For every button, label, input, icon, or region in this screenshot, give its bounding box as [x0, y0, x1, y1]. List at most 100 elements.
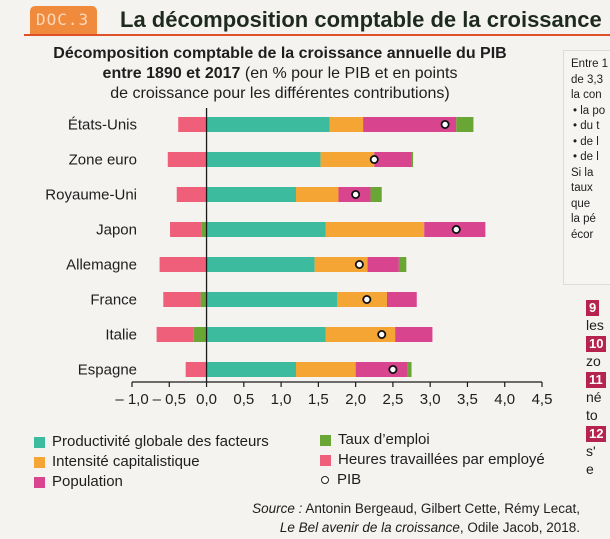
chart-title-line-1: Décomposition comptable de la croissance… — [53, 45, 507, 62]
bar-segment-population — [363, 117, 457, 132]
side-text-line: la pé — [571, 213, 596, 225]
legend-label-population: Population — [52, 473, 123, 490]
legend-label-productivite: Productivité globale des facteurs — [52, 433, 269, 450]
doc-title: La décomposition comptable de la croissa… — [120, 7, 602, 32]
category-label: Japon — [96, 222, 137, 239]
x-tick-label: 2,0 — [345, 391, 366, 408]
side-text-line: que — [571, 197, 591, 210]
pib-marker — [369, 155, 379, 165]
question-badge: 9 — [586, 300, 600, 316]
legend-label-pib: PIB — [337, 471, 362, 488]
bar-segment-population — [355, 362, 408, 377]
bar-segment-productivite — [206, 222, 326, 237]
category-label: Zone euro — [69, 152, 137, 169]
legend-item-productivite: Productivité globale des facteurs — [34, 432, 269, 452]
question-number: 9 — [586, 298, 610, 316]
pib-marker-icon — [321, 476, 329, 484]
doc-header: DOC.3 La décomposition comptable de la c… — [24, 4, 610, 36]
bar-segment-heures — [170, 222, 202, 237]
side-text-box: Entre 1 de 3,3 la con • la po • du t • de l • … — [563, 50, 610, 285]
question-text: zo — [586, 353, 601, 369]
bar-segment-population — [395, 327, 433, 342]
category-label: France — [90, 292, 137, 309]
x-tick-label: 1,0 — [271, 391, 292, 408]
question-text: les — [586, 317, 604, 333]
bar-segment-heures — [167, 152, 207, 167]
legend-item-taux-emploi: Taux d’emploi — [320, 430, 430, 450]
x-tick-label: 2,5 — [382, 391, 403, 408]
legend-label-heures: Heures travaillées par employé — [338, 451, 545, 468]
chart-title: Décomposition comptable de la croissance… — [20, 44, 540, 104]
question-number: 11 — [586, 370, 610, 388]
bar-segment-intensite — [325, 327, 396, 342]
source-publisher: , Odile Jacob, 2018. — [459, 520, 580, 535]
pib-marker — [388, 364, 398, 374]
side-text-line: Entre 1 — [571, 58, 609, 70]
questions-list: 9 les 10 zo 11 né to 12 s' e — [586, 298, 610, 478]
bar-segment-heures — [156, 327, 194, 342]
bar-segment-intensite — [320, 152, 375, 167]
x-tick-label: – 0,5 — [153, 391, 186, 408]
bar-segment-heures — [178, 117, 207, 132]
pib-marker — [362, 294, 372, 304]
side-text-line: • de l — [573, 135, 599, 148]
x-tick-label: 4,5 — [532, 391, 553, 408]
side-text-line: de 3,3 — [571, 73, 603, 86]
side-text-line: écor — [571, 228, 594, 241]
category-label: Allemagne — [66, 257, 137, 274]
x-tick-label: 3,0 — [420, 391, 441, 408]
pib-marker — [354, 259, 364, 269]
bar-segment-productivite — [206, 257, 315, 272]
question-text: e — [586, 461, 594, 477]
bar-segment-intensite — [325, 222, 425, 237]
side-text-line: taux — [571, 182, 593, 194]
x-tick-label: 4,0 — [494, 391, 515, 408]
bar-segment-heures — [159, 257, 207, 272]
legend-swatch-intensite — [34, 456, 45, 468]
bar-segment-intensite — [296, 362, 356, 377]
question-number: 12 — [586, 424, 610, 442]
chart-title-line-2-bold: entre 1890 et 2017 — [102, 65, 241, 82]
x-tick-label: 0,0 — [196, 391, 217, 408]
bar-segment-taux-emploi — [193, 327, 207, 342]
legend-swatch-population — [34, 476, 45, 488]
stacked-bar-chart: États-Unis Zone euro Royaume-Uni Japon Allem… — [45, 108, 553, 408]
chart-title-line-3: de croissance pour les différentes contr… — [110, 85, 450, 102]
pib-marker — [351, 190, 361, 200]
pib-marker — [451, 225, 461, 235]
bar-segment-intensite — [337, 292, 387, 307]
bar-segment-taux-emploi — [456, 117, 474, 132]
legend-label-intensite: Intensité capitalistique — [52, 453, 200, 470]
pib-marker — [377, 329, 387, 339]
bar-segment-productivite — [206, 327, 326, 342]
bar-segment-population — [374, 152, 412, 167]
legend-label-taux-emploi: Taux d’emploi — [338, 431, 430, 448]
question-text: s' — [586, 443, 596, 459]
bar-segment-productivite — [206, 292, 337, 307]
bar-segment-taux-emploi — [201, 222, 207, 237]
legend-item-intensite: Intensité capitalistique — [34, 452, 200, 472]
chart-title-line-2-normal: (en % pour le PIB et en points — [240, 65, 458, 82]
bar-segment-taux-emploi — [411, 152, 414, 167]
question-text: to — [586, 407, 598, 423]
x-tick-label: – 1,0 — [115, 391, 148, 408]
bar-segment-intensite — [329, 117, 364, 132]
side-text-line: • de l — [573, 151, 599, 163]
bar-segment-intensite — [314, 257, 368, 272]
legend-item-heures: Heures travaillées par employé — [320, 450, 545, 470]
bar-segment-heures — [185, 362, 207, 377]
legend-swatch-heures — [320, 454, 331, 466]
question-badge: 11 — [586, 372, 606, 388]
question-badge: 12 — [586, 426, 607, 442]
legend-swatch-taux-emploi — [320, 434, 331, 446]
category-label: Espagne — [78, 362, 137, 379]
bar-segment-taux-emploi — [398, 257, 407, 272]
doc-tag: DOC.3 — [30, 6, 98, 34]
bar-segment-productivite — [206, 187, 296, 202]
x-tick-label: 1,5 — [308, 391, 329, 408]
legend-item-pib: PIB — [321, 470, 361, 490]
question-number: 10 — [586, 334, 610, 352]
pib-marker — [440, 119, 450, 129]
bar-segment-taux-emploi — [370, 187, 382, 202]
bar-segment-productivite — [206, 117, 330, 132]
